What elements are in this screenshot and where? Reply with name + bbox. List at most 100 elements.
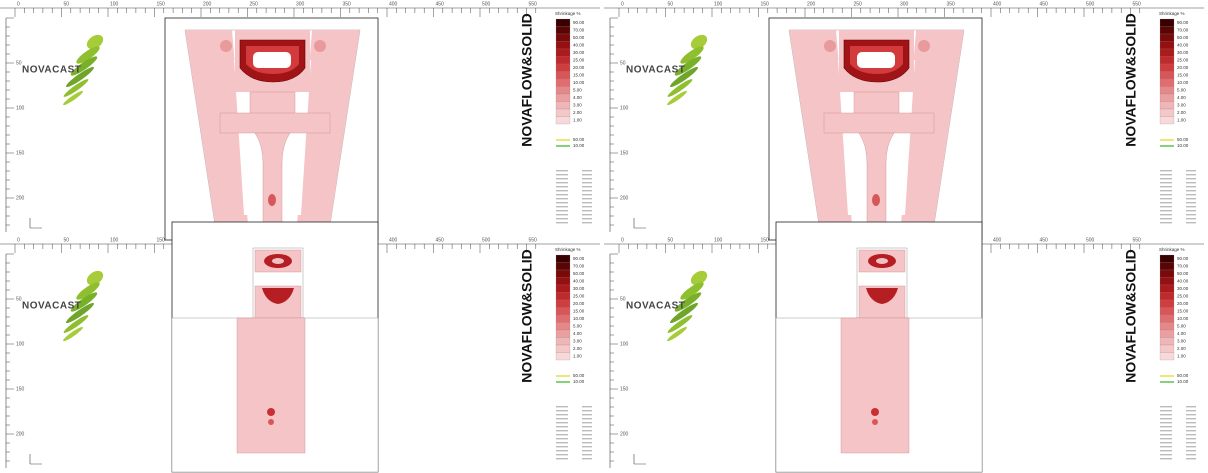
- hot-spot-inner: [272, 258, 284, 264]
- hot-spot: [872, 419, 878, 425]
- product-name: NOVAFLOW&SOLID: [519, 13, 535, 147]
- info-line: [582, 442, 592, 444]
- logo-leaf: [63, 79, 89, 97]
- info-line: [582, 210, 592, 212]
- legend-contour-label: 50.00: [573, 373, 585, 378]
- legend-swatch: [1159, 352, 1175, 361]
- hot-spot: [268, 419, 274, 425]
- info-line: [1160, 406, 1172, 408]
- legend-level: 90.00: [573, 20, 585, 25]
- info-line: [1186, 170, 1196, 172]
- ruler-y-label: 100: [620, 341, 629, 347]
- info-line: [582, 414, 592, 416]
- legend-swatch: [1159, 18, 1175, 27]
- info-line: [1186, 422, 1196, 424]
- legend-level: 50.00: [573, 35, 585, 40]
- legend-swatch: [555, 63, 571, 72]
- legend-swatch: [555, 56, 571, 65]
- ruler-x-label: 450: [1040, 1, 1049, 7]
- hot-spot: [824, 40, 836, 52]
- logo: NOVACAST: [22, 34, 104, 106]
- ruler-y-label: 100: [16, 105, 25, 111]
- ruler-x-label: 400: [389, 237, 398, 243]
- legend-level: 3.00: [573, 102, 582, 107]
- legend-swatch: [555, 352, 571, 361]
- legend-swatch: [1159, 337, 1175, 346]
- info-line: [1186, 178, 1196, 180]
- logo: NOVACAST: [22, 270, 104, 342]
- legend-swatch: [1159, 299, 1175, 308]
- casting: [840, 317, 910, 454]
- legend-level: 40.00: [573, 42, 585, 47]
- legend-level: 4.00: [573, 331, 582, 336]
- legend-swatch: [555, 307, 571, 316]
- legend-swatch: [555, 86, 571, 95]
- inner-gap: [293, 60, 311, 215]
- hot-spot: [872, 194, 880, 206]
- legend-level: 15.00: [1177, 308, 1189, 313]
- ruler-x-label: 0: [17, 237, 20, 243]
- legend-level: 20.00: [1177, 301, 1189, 306]
- legend-swatch: [1159, 48, 1175, 57]
- info-line: [556, 430, 568, 432]
- legend-swatch: [555, 108, 571, 117]
- info-line: [1160, 198, 1172, 200]
- info-line: [1160, 194, 1172, 196]
- legend-level: 90.00: [1177, 256, 1189, 261]
- logo-leaf: [667, 315, 693, 333]
- ruler-x-label: 100: [110, 1, 119, 7]
- legend-contour-label: 50.00: [1177, 137, 1189, 142]
- legend-level: 40.00: [573, 278, 585, 283]
- info-line: [1160, 202, 1172, 204]
- ruler-y-label: 50: [620, 60, 626, 66]
- logo-leaf: [680, 282, 704, 300]
- legend-swatch: [1159, 314, 1175, 323]
- ruler-x-label: 500: [482, 1, 491, 7]
- info-line: [1186, 202, 1196, 204]
- legend-swatch: [1159, 262, 1175, 271]
- info-line: [1160, 210, 1172, 212]
- info-line: [582, 426, 592, 428]
- hot-spot-inner: [876, 258, 888, 264]
- logo-leaf: [674, 56, 702, 76]
- logo-leaf: [65, 66, 95, 88]
- legend-swatch: [1159, 329, 1175, 338]
- info-line: [556, 174, 568, 176]
- info-line: [1160, 186, 1172, 188]
- ruler-x-label: 0: [621, 237, 624, 243]
- info-line: [1186, 182, 1196, 184]
- legend-level: 1.00: [573, 353, 582, 358]
- legend-level: 20.00: [573, 301, 585, 306]
- info-line: [556, 214, 568, 216]
- legend-level: 40.00: [1177, 278, 1189, 283]
- ruler-x-label: 550: [529, 237, 538, 243]
- info-line: [1186, 426, 1196, 428]
- legend-level: 70.00: [573, 27, 585, 32]
- ruler-y-label: 100: [16, 341, 25, 347]
- info-line: [1160, 206, 1172, 208]
- logo-leaf: [63, 315, 89, 333]
- info-line: [582, 214, 592, 216]
- info-line: [582, 434, 592, 436]
- legend-swatch: [1159, 344, 1175, 353]
- info-line: [1160, 422, 1172, 424]
- legend-level: 5.00: [1177, 87, 1186, 92]
- info-line: [582, 446, 592, 448]
- legend-swatch: [1159, 284, 1175, 293]
- legend-level: 25.00: [1177, 57, 1189, 62]
- logo-leaf: [63, 90, 83, 106]
- legend-level: 30.00: [573, 286, 585, 291]
- info-line: [1160, 218, 1172, 220]
- legend-swatch: [555, 314, 571, 323]
- info-line: [556, 442, 568, 444]
- product-name: NOVAFLOW&SOLID: [519, 249, 535, 383]
- ruler-x-label: 0: [17, 1, 20, 7]
- legend-swatch: [1159, 277, 1175, 286]
- ruler-x-label: 400: [993, 237, 1002, 243]
- logo-leaf: [76, 282, 100, 300]
- legend-swatch: [555, 262, 571, 271]
- legend-swatch: [555, 269, 571, 278]
